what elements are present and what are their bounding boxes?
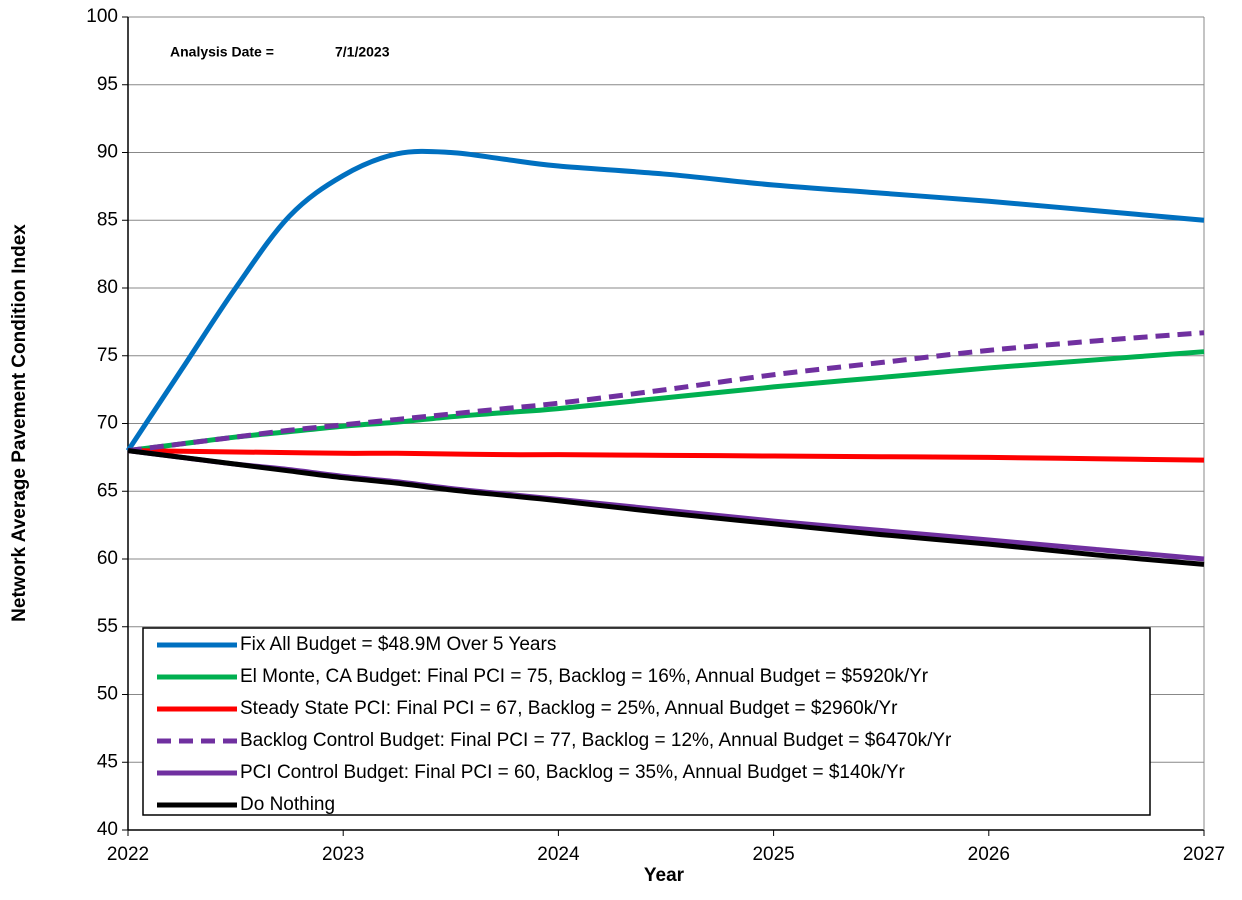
x-tick-label: 2022 (107, 844, 149, 865)
x-tick-label: 2025 (752, 844, 794, 865)
y-tick-label: 65 (97, 480, 118, 501)
x-tick-label: 2026 (968, 844, 1010, 865)
y-tick-label: 60 (97, 548, 118, 569)
legend-label: Backlog Control Budget: Final PCI = 77, … (240, 730, 952, 751)
legend-label: Fix All Budget = $48.9M Over 5 Years (240, 634, 556, 655)
legend-label: Steady State PCI: Final PCI = 67, Backlo… (240, 698, 898, 719)
annotation: 7/1/2023 (335, 44, 390, 60)
y-tick-label: 80 (97, 277, 118, 298)
y-tick-label: 90 (97, 142, 118, 163)
x-axis-label: Year (644, 865, 685, 886)
y-tick-label: 40 (97, 819, 118, 840)
legend-label: PCI Control Budget: Final PCI = 60, Back… (240, 762, 906, 783)
y-tick-label: 100 (86, 6, 118, 27)
series-line (127, 349, 1205, 454)
legend-box (142, 627, 1151, 816)
y-tick-label: 85 (97, 209, 118, 230)
annotation: Analysis Date = (170, 44, 274, 60)
y-tick-label: 50 (97, 684, 118, 705)
y-tick-label: 45 (97, 751, 118, 772)
y-tick-label: 95 (97, 74, 118, 95)
y-axis-label: Network Average Pavement Condition Index (9, 224, 30, 622)
series-line (127, 448, 1205, 562)
y-tick-label: 75 (97, 345, 118, 366)
series-line (125, 148, 1205, 452)
series-line (127, 448, 1205, 463)
x-tick-label: 2023 (322, 844, 364, 865)
legend-label: El Monte, CA Budget: Final PCI = 75, Bac… (240, 666, 929, 687)
y-tick-label: 55 (97, 616, 118, 637)
legend-label: Do Nothing (240, 794, 335, 815)
x-tick-label: 2024 (537, 844, 580, 865)
series-line (127, 448, 1205, 567)
series-line (127, 330, 1205, 454)
x-tick-label: 2027 (1183, 844, 1225, 865)
y-tick-label: 70 (97, 413, 118, 434)
